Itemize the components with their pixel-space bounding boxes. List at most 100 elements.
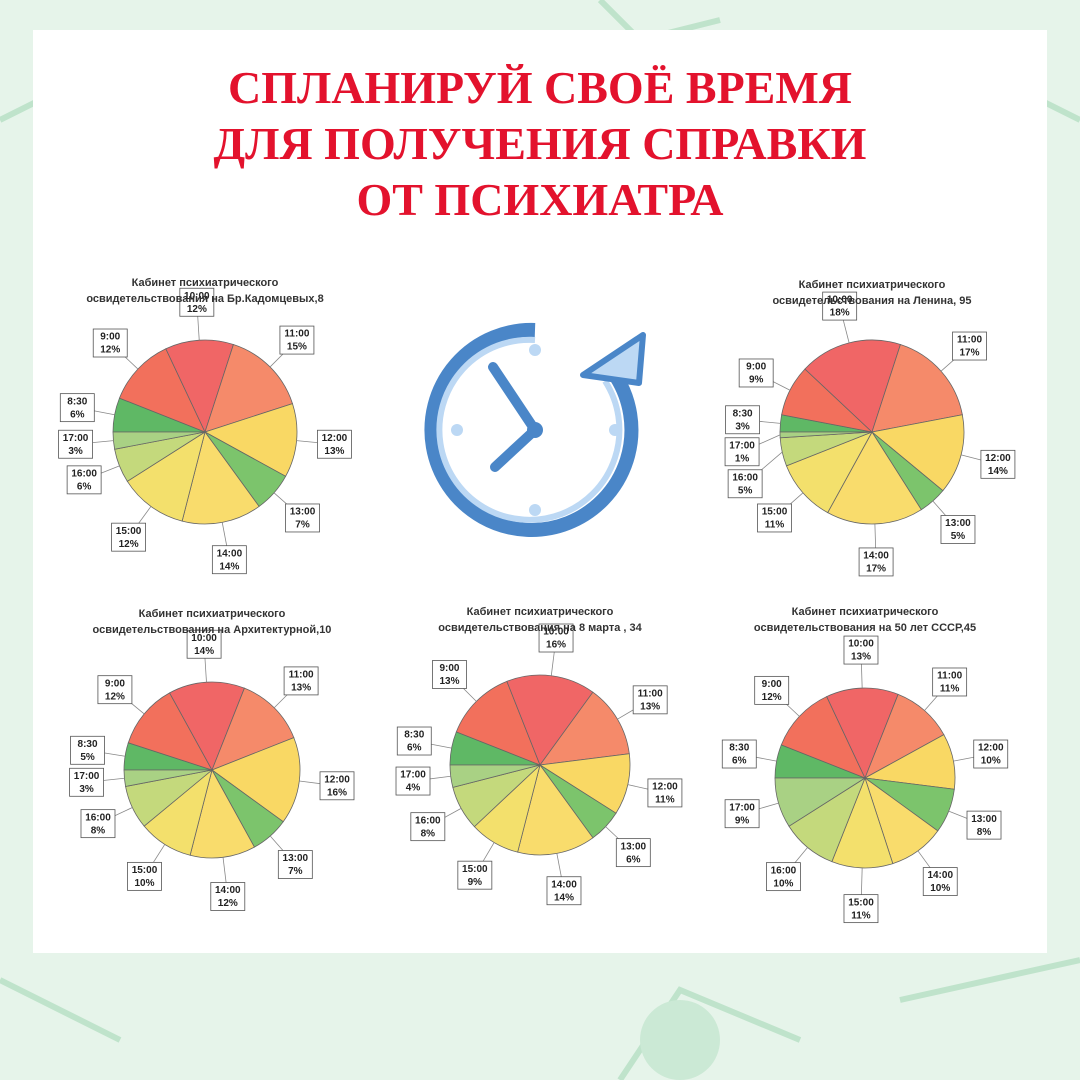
- pie-slice: [123, 769, 213, 787]
- label-box: [97, 675, 133, 705]
- pie-slice: [112, 431, 206, 450]
- slice-value-label: 12%: [100, 345, 120, 356]
- label-box: [727, 469, 763, 499]
- pie-slice: [871, 343, 963, 433]
- slice-value-label: 13%: [439, 676, 459, 687]
- slice-category: 9:00: [762, 679, 782, 690]
- title-line: ДЛЯ ПОЛУЧЕНИЯ СПРАВКИ: [213, 118, 867, 169]
- slice-value-label: 5%: [738, 485, 753, 496]
- slice-value-label: 10%: [981, 756, 1001, 767]
- slice-category: 17:00: [74, 771, 100, 782]
- slice-value-label: 14%: [219, 561, 239, 572]
- slice-category: 14:00: [863, 551, 889, 562]
- label-box: [980, 449, 1016, 479]
- slice-value-label: 10%: [134, 878, 154, 889]
- slice-category: 9:00: [746, 362, 766, 373]
- pie-slice: [203, 403, 298, 477]
- slice-value-label: 11%: [765, 520, 785, 531]
- slice-category: 13:00: [945, 518, 971, 529]
- label-box: [738, 358, 774, 388]
- slice-category: 8:30: [404, 730, 424, 741]
- slice-value-label: 9%: [749, 375, 764, 386]
- slice-value-label: 17%: [960, 348, 980, 359]
- slice-value-label: 13%: [851, 652, 871, 663]
- slice-value-label: 5%: [80, 752, 95, 763]
- label-box: [395, 766, 431, 796]
- slice-value-label: 13%: [324, 446, 344, 457]
- chart-title: Кабинет психиатрического освидетельствов…: [753, 606, 977, 634]
- label-box: [632, 685, 668, 715]
- slice-category: 8:30: [729, 743, 749, 754]
- slice-value-label: 7%: [288, 866, 303, 877]
- label-box: [319, 771, 355, 801]
- pie-slice: [126, 431, 206, 522]
- label-box: [186, 629, 222, 659]
- slice-category: 9:00: [439, 663, 459, 674]
- label-box: [647, 778, 683, 808]
- pie-slice: [211, 737, 301, 823]
- slice-category: 16:00: [771, 865, 797, 876]
- slice-category: 12:00: [324, 774, 350, 785]
- slice-value-label: 11%: [940, 684, 960, 695]
- label-box: [277, 850, 313, 879]
- slice-category: 14:00: [927, 870, 953, 881]
- slice-value-label: 12%: [187, 304, 207, 315]
- slice-category: 12:00: [322, 433, 348, 444]
- slice-category: 10:00: [191, 633, 217, 644]
- label-box: [59, 393, 95, 423]
- label-box: [922, 867, 958, 896]
- label-box: [973, 739, 1009, 769]
- slice-value-label: 6%: [70, 409, 85, 420]
- slice-category: 11:00: [937, 671, 962, 682]
- slice-category: 14:00: [217, 548, 243, 559]
- label-box: [724, 799, 760, 829]
- label-box: [111, 522, 146, 552]
- slice-category: 15:00: [848, 897, 874, 908]
- slice-value-label: 8%: [91, 825, 106, 836]
- title-line: ОТ ПСИХИАТРА: [356, 174, 724, 225]
- slice-value-label: 12%: [105, 691, 125, 702]
- slice-value-label: 6%: [407, 743, 422, 754]
- title-line: СПЛАНИРУЙ СВОЁ ВРЕМЯ: [227, 62, 852, 113]
- slice-category: 17:00: [63, 433, 89, 444]
- chart-title: Кабинет психиатрического освидетельствов…: [92, 608, 332, 636]
- label-box: [179, 287, 215, 317]
- slice-category: 11:00: [957, 335, 982, 346]
- label-box: [843, 635, 879, 665]
- pie-slice: [165, 339, 234, 434]
- slice-value-label: 12%: [119, 539, 139, 550]
- slice-value-label: 11%: [851, 910, 871, 921]
- pie-slice: [517, 764, 594, 856]
- slice-category: 11:00: [289, 670, 314, 681]
- slice-category: 13:00: [621, 841, 647, 852]
- slice-value-label: 6%: [77, 481, 92, 492]
- slice-value-label: 16%: [327, 787, 347, 798]
- slice-category: 15:00: [116, 526, 142, 537]
- label-box: [615, 838, 651, 868]
- label-box: [66, 465, 102, 495]
- slice-value-label: 14%: [988, 466, 1008, 477]
- label-box: [317, 429, 352, 459]
- slice-category: 9:00: [100, 332, 120, 343]
- label-box: [283, 666, 319, 696]
- pie-slice: [826, 687, 899, 780]
- label-box: [538, 623, 574, 653]
- label-box: [952, 331, 987, 361]
- clock-icon: [424, 322, 646, 537]
- slice-value-label: 6%: [732, 756, 747, 767]
- slice-value-label: 17%: [866, 564, 886, 575]
- slice-category: 8:30: [67, 396, 87, 407]
- slice-category: 10:00: [543, 627, 569, 638]
- slice-category: 14:00: [551, 879, 577, 890]
- slice-value-label: 1%: [735, 453, 750, 464]
- slice-category: 12:00: [978, 743, 1004, 754]
- slice-value-label: 6%: [626, 854, 641, 865]
- slice-category: 11:00: [638, 688, 663, 699]
- slice-category: 14:00: [215, 885, 241, 896]
- label-box: [92, 328, 128, 358]
- slice-value-label: 16%: [546, 640, 566, 651]
- pie-slice: [449, 764, 541, 788]
- label-box: [725, 405, 760, 435]
